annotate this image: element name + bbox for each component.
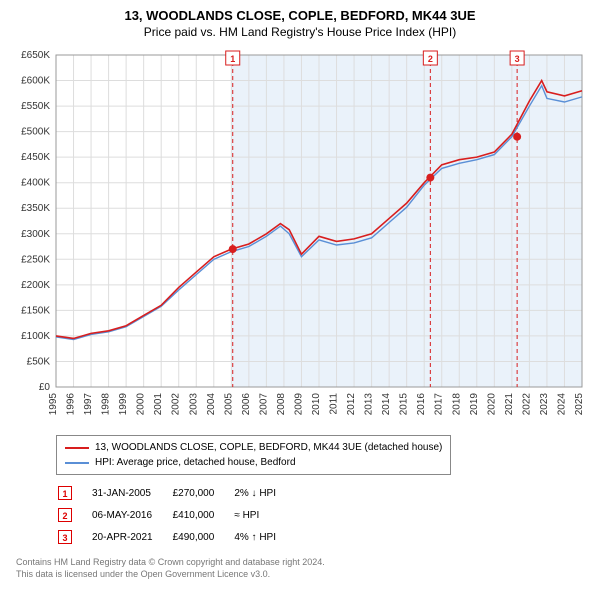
svg-text:2010: 2010 xyxy=(311,393,322,416)
svg-text:2003: 2003 xyxy=(188,393,199,416)
svg-text:2007: 2007 xyxy=(258,393,269,416)
svg-text:2004: 2004 xyxy=(206,393,217,416)
svg-text:2013: 2013 xyxy=(364,393,375,416)
svg-text:2005: 2005 xyxy=(223,393,234,416)
legend-label: HPI: Average price, detached house, Bedf… xyxy=(95,455,296,470)
svg-text:1999: 1999 xyxy=(118,393,129,416)
legend: 13, WOODLANDS CLOSE, COPLE, BEDFORD, MK4… xyxy=(56,435,451,475)
svg-text:2021: 2021 xyxy=(504,393,515,416)
svg-text:2006: 2006 xyxy=(241,393,252,416)
marker-table-row: 3 20-APR-2021£490,0004% ↑ HPI xyxy=(58,527,294,547)
svg-text:2009: 2009 xyxy=(293,393,304,416)
svg-text:£50K: £50K xyxy=(27,356,51,367)
marker-note: 4% ↑ HPI xyxy=(234,527,294,547)
svg-text:2025: 2025 xyxy=(574,393,585,416)
marker-price: £410,000 xyxy=(173,505,233,525)
legend-swatch xyxy=(65,462,89,464)
footnote-line1: Contains HM Land Registry data © Crown c… xyxy=(16,557,592,569)
marker-note: 2% ↓ HPI xyxy=(234,483,294,503)
marker-date: 06-MAY-2016 xyxy=(92,505,171,525)
svg-text:£650K: £650K xyxy=(21,50,50,61)
svg-text:2016: 2016 xyxy=(416,393,427,416)
marker-price: £490,000 xyxy=(173,527,233,547)
legend-row: 13, WOODLANDS CLOSE, COPLE, BEDFORD, MK4… xyxy=(65,440,442,455)
chart-area: £0 £50K £100K £150K £200K £250K £300K £350K £400… xyxy=(8,47,592,427)
legend-row: HPI: Average price, detached house, Bedf… xyxy=(65,455,442,470)
svg-text:£0: £0 xyxy=(39,382,51,393)
svg-text:2011: 2011 xyxy=(329,393,340,415)
marker-badge: 1 xyxy=(58,486,72,500)
svg-text:2020: 2020 xyxy=(486,393,497,416)
svg-text:1995: 1995 xyxy=(48,393,59,416)
marker-date: 20-APR-2021 xyxy=(92,527,171,547)
footnote: Contains HM Land Registry data © Crown c… xyxy=(16,557,592,580)
marker-table-row: 2 06-MAY-2016£410,000≈ HPI xyxy=(58,505,294,525)
legend-swatch xyxy=(65,447,89,449)
svg-text:2015: 2015 xyxy=(399,393,410,416)
marker-note: ≈ HPI xyxy=(234,505,294,525)
line-chart-svg: £0 £50K £100K £150K £200K £250K £300K £350K £400… xyxy=(8,47,592,427)
svg-text:2012: 2012 xyxy=(346,393,357,416)
svg-text:2014: 2014 xyxy=(381,393,392,416)
marker-badge: 3 xyxy=(58,530,72,544)
svg-text:£250K: £250K xyxy=(21,254,50,265)
svg-text:£300K: £300K xyxy=(21,229,50,240)
marker-table-row: 1 31-JAN-2005£270,0002% ↓ HPI xyxy=(58,483,294,503)
svg-text:2000: 2000 xyxy=(136,393,147,416)
svg-text:2023: 2023 xyxy=(539,393,550,416)
svg-text:1998: 1998 xyxy=(101,393,112,416)
svg-text:2002: 2002 xyxy=(171,393,182,416)
svg-text:£400K: £400K xyxy=(21,178,50,189)
marker-price: £270,000 xyxy=(173,483,233,503)
svg-text:£100K: £100K xyxy=(21,331,50,342)
svg-text:2022: 2022 xyxy=(521,393,532,416)
svg-text:2024: 2024 xyxy=(556,393,567,416)
svg-text:3: 3 xyxy=(515,54,520,64)
marker-badge: 2 xyxy=(58,508,72,522)
svg-text:1: 1 xyxy=(230,54,235,64)
svg-text:£350K: £350K xyxy=(21,203,50,214)
svg-text:£500K: £500K xyxy=(21,127,50,138)
svg-text:2001: 2001 xyxy=(153,393,164,416)
svg-text:1996: 1996 xyxy=(66,393,77,416)
footnote-line2: This data is licensed under the Open Gov… xyxy=(16,569,592,581)
svg-text:£550K: £550K xyxy=(21,101,50,112)
marker-date: 31-JAN-2005 xyxy=(92,483,171,503)
marker-table: 1 31-JAN-2005£270,0002% ↓ HPI 2 06-MAY-2016… xyxy=(56,481,296,549)
svg-text:£200K: £200K xyxy=(21,280,50,291)
svg-text:2018: 2018 xyxy=(451,393,462,416)
svg-text:£150K: £150K xyxy=(21,305,50,316)
svg-text:2019: 2019 xyxy=(469,393,480,416)
svg-text:£450K: £450K xyxy=(21,152,50,163)
svg-text:2017: 2017 xyxy=(434,393,445,416)
chart-title: 13, WOODLANDS CLOSE, COPLE, BEDFORD, MK4… xyxy=(8,8,592,23)
svg-text:2008: 2008 xyxy=(276,393,287,416)
svg-text:£600K: £600K xyxy=(21,76,50,87)
chart-subtitle: Price paid vs. HM Land Registry's House … xyxy=(8,25,592,39)
svg-text:2: 2 xyxy=(428,54,433,64)
legend-label: 13, WOODLANDS CLOSE, COPLE, BEDFORD, MK4… xyxy=(95,440,442,455)
svg-text:1997: 1997 xyxy=(83,393,94,416)
